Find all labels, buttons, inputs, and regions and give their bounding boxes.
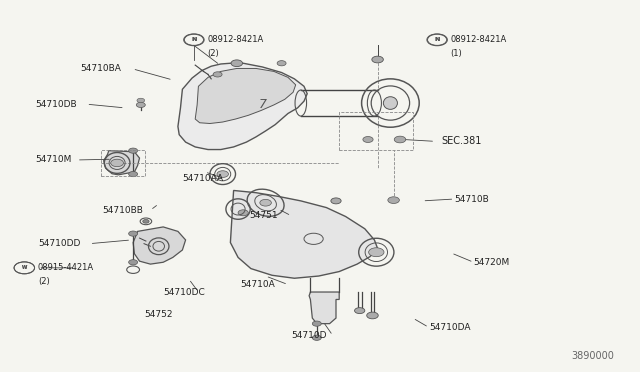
Circle shape [372, 56, 383, 63]
Circle shape [217, 171, 228, 177]
Text: 54710BA: 54710BA [80, 64, 121, 73]
Text: 54710AA: 54710AA [182, 174, 223, 183]
Text: 3890000: 3890000 [572, 351, 614, 361]
Text: 08912-8421A: 08912-8421A [451, 35, 507, 44]
Text: N: N [435, 37, 440, 42]
Polygon shape [195, 68, 296, 124]
Circle shape [143, 219, 149, 223]
Text: 54710A: 54710A [240, 280, 275, 289]
Text: SEC.381: SEC.381 [442, 137, 482, 146]
Text: 54710B: 54710B [454, 195, 489, 203]
Circle shape [367, 312, 378, 319]
Circle shape [129, 231, 138, 236]
Polygon shape [178, 63, 307, 150]
Text: W: W [22, 265, 27, 270]
Circle shape [231, 60, 243, 67]
Text: N: N [191, 37, 196, 42]
Text: (1): (1) [451, 49, 462, 58]
Text: 7: 7 [259, 99, 266, 111]
Circle shape [312, 335, 321, 340]
Circle shape [111, 159, 124, 167]
Text: 08915-4421A: 08915-4421A [38, 263, 94, 272]
Text: 54710DB: 54710DB [35, 100, 77, 109]
Text: N: N [191, 37, 196, 42]
Circle shape [277, 61, 286, 66]
Polygon shape [133, 227, 186, 264]
Polygon shape [309, 292, 339, 324]
Circle shape [137, 98, 145, 103]
Ellipse shape [383, 97, 397, 109]
Text: 54710DC: 54710DC [163, 288, 205, 296]
Text: 54710BB: 54710BB [102, 206, 143, 215]
Text: 54752: 54752 [144, 310, 173, 319]
Text: 54710DA: 54710DA [429, 323, 470, 332]
Text: (2): (2) [207, 49, 219, 58]
Bar [339, 112, 413, 150]
Circle shape [394, 136, 406, 143]
Circle shape [260, 199, 271, 206]
Text: 08912-8421A: 08912-8421A [207, 35, 264, 44]
Polygon shape [230, 190, 378, 278]
Circle shape [136, 102, 145, 108]
Bar [101, 150, 145, 176]
Circle shape [331, 198, 341, 204]
Circle shape [388, 197, 399, 203]
Circle shape [312, 321, 321, 326]
Text: (2): (2) [38, 278, 49, 286]
Circle shape [238, 210, 248, 216]
Text: 54710D: 54710D [291, 331, 326, 340]
Circle shape [129, 148, 138, 153]
Circle shape [213, 72, 222, 77]
Polygon shape [104, 151, 140, 175]
Circle shape [129, 260, 138, 265]
Text: 54710DD: 54710DD [38, 239, 81, 248]
Circle shape [129, 171, 138, 177]
Text: N: N [435, 37, 440, 42]
Text: 54751: 54751 [250, 211, 278, 220]
Text: 54720M: 54720M [474, 258, 510, 267]
Circle shape [355, 308, 365, 314]
Circle shape [369, 248, 384, 257]
Text: W: W [22, 265, 27, 270]
Circle shape [363, 137, 373, 142]
Text: 54710M: 54710M [35, 155, 72, 164]
